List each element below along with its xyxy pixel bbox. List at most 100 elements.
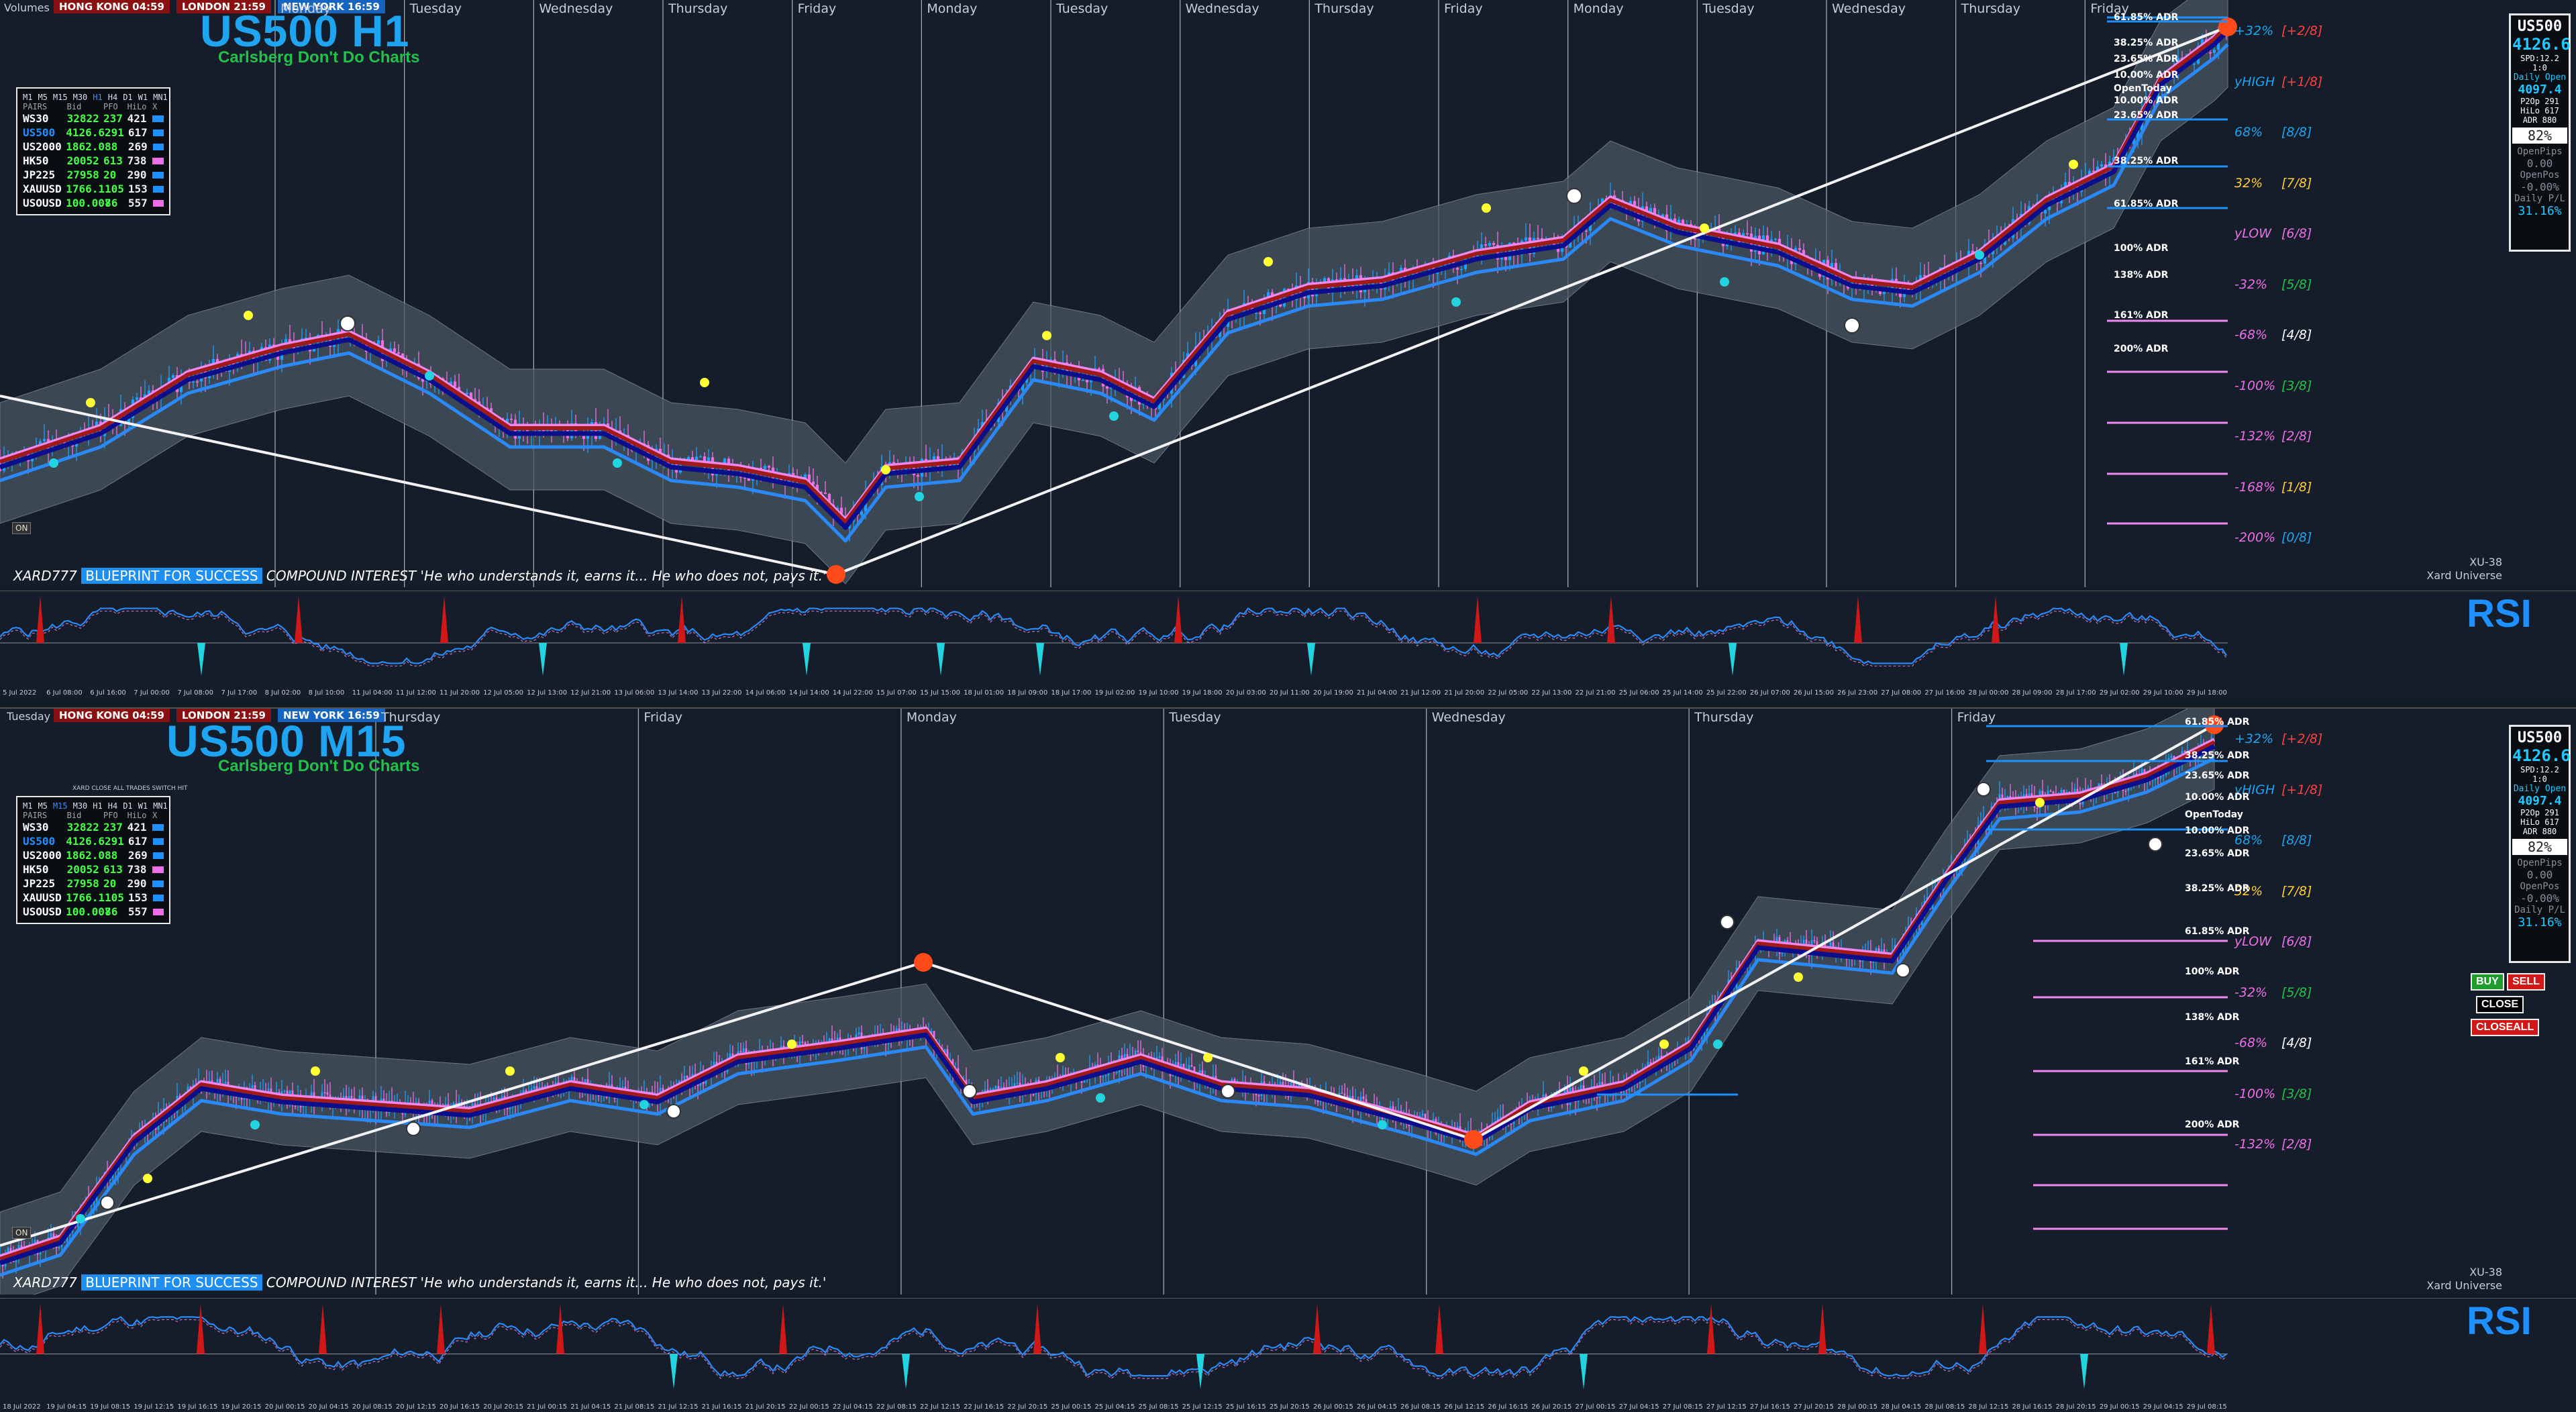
buy-button[interactable]: BUY: [2471, 973, 2504, 991]
pair-row[interactable]: WS30 32822 237 421: [23, 820, 164, 834]
signal-dot: [1042, 331, 1051, 340]
pair-color-swatch[interactable]: [152, 894, 164, 901]
adr-label: 138% ADR: [2185, 1012, 2240, 1023]
pair-color-swatch[interactable]: [152, 880, 164, 887]
candle-body: [819, 492, 823, 494]
pair-row[interactable]: US500 4126.6 291 617: [23, 834, 164, 848]
timeframe-h1[interactable]: H1: [93, 93, 103, 102]
ma-light-blue: [0, 756, 2216, 1277]
candle-body: [175, 375, 179, 393]
level-octave: [7/8]: [2281, 175, 2312, 191]
pair-row[interactable]: US2000 1862.0 88 269: [23, 140, 164, 154]
time-tick: 11 Jul 12:00: [395, 689, 436, 697]
on-badge[interactable]: ON: [12, 522, 32, 534]
timeframe-w1[interactable]: W1: [138, 801, 148, 811]
time-tick: 21 Jul 12:00: [1400, 689, 1441, 697]
pair-row[interactable]: HK50 20052 613 738: [23, 862, 164, 876]
time-tick: 25 Jul 12:15: [1182, 1403, 1223, 1411]
header-x: X: [152, 811, 158, 820]
stats-daily-open-label: Daily Open: [2513, 72, 2567, 83]
timeframe-m5[interactable]: M5: [38, 93, 48, 102]
pair-color-swatch[interactable]: [152, 852, 164, 859]
candle-body: [1435, 272, 1439, 274]
time-tick: 6 Jul 08:00: [46, 689, 83, 697]
m15-chart-panel[interactable]: HONG KONG 04:59 LONDON 21:59 NEW YORK 16…: [0, 707, 2576, 1295]
pair-color-swatch[interactable]: [152, 157, 164, 164]
h1-rsi-panel[interactable]: RSI 5 Jul 2022 6 Jul 08:00 6 Jul 16:00 7 Ju…: [0, 591, 2576, 698]
pair-row[interactable]: XAUUSD 1766.1 105 153: [23, 891, 164, 905]
rsi-line: [0, 607, 2227, 664]
candle-body: [1601, 1082, 1604, 1085]
timeframe-m1[interactable]: M1: [23, 93, 33, 102]
pair-bid: 32822: [66, 821, 99, 834]
time-tick: 21 Jul 00:15: [527, 1403, 568, 1411]
timeframe-h4[interactable]: H4: [107, 93, 118, 102]
pair-color-swatch[interactable]: [152, 823, 164, 831]
pair-row[interactable]: WS30 32822 237 421: [23, 111, 164, 125]
candle-body: [1188, 1065, 1190, 1070]
pair-color-swatch[interactable]: [152, 866, 164, 873]
pair-row[interactable]: JP225 27958 20 290: [23, 876, 164, 891]
candle-body: [932, 456, 936, 461]
pair-color-swatch[interactable]: [152, 199, 164, 207]
timeframe-mn1[interactable]: MN1: [153, 801, 168, 811]
h1-price-plot[interactable]: [0, 0, 2576, 587]
pair-row[interactable]: US2000 1862.0 88 269: [23, 848, 164, 862]
m15-price-plot[interactable]: [0, 709, 2576, 1295]
timeframe-mn1[interactable]: MN1: [153, 93, 168, 102]
timeframe-d1[interactable]: D1: [123, 93, 133, 102]
pair-row[interactable]: JP225 27958 20 290: [23, 168, 164, 182]
candle-body: [2141, 768, 2143, 776]
rsi-spike: [1313, 1303, 1321, 1354]
timeframe-m5[interactable]: M5: [38, 801, 48, 811]
candle-body: [1955, 262, 1959, 273]
candle-body: [1000, 1087, 1002, 1089]
stats-dailypl: 31.16%: [2518, 204, 2562, 218]
pair-row[interactable]: USOUSD 100.007 86 557: [23, 905, 164, 919]
pair-color-swatch[interactable]: [152, 143, 164, 150]
candle-body: [646, 444, 650, 461]
on-badge[interactable]: ON: [12, 1227, 32, 1239]
timeframe-h1[interactable]: H1: [93, 801, 103, 811]
sell-button[interactable]: SELL: [2507, 973, 2545, 991]
pair-color-swatch[interactable]: [152, 185, 164, 193]
timeframe-m30[interactable]: M30: [72, 93, 88, 102]
xu-label: XU-38 Xard Universe: [2426, 1266, 2502, 1293]
signal-dot: [1720, 915, 1735, 929]
h1-rsi-plot[interactable]: [0, 591, 2576, 698]
time-tick: 7 Jul 08:00: [177, 689, 213, 697]
closeall-button[interactable]: CLOSEALL: [2471, 1019, 2540, 1036]
pair-pfo: 105: [104, 891, 124, 904]
time-tick: 21 Jul 04:15: [570, 1403, 611, 1411]
pair-row[interactable]: XAUUSD 1766.1 105 153: [23, 182, 164, 196]
candle-body: [1649, 208, 1653, 213]
close-button[interactable]: CLOSE: [2476, 996, 2524, 1013]
pair-color-swatch[interactable]: [152, 129, 164, 136]
m15-rsi-plot[interactable]: [0, 1299, 2576, 1412]
pair-color-swatch[interactable]: [152, 115, 164, 122]
timeframe-m30[interactable]: M30: [72, 801, 88, 811]
time-tick: 25 Jul 00:15: [1051, 1403, 1092, 1411]
level-percent: -32%: [2234, 276, 2268, 292]
pair-row[interactable]: USOUSD 100.007 86 557: [23, 196, 164, 210]
timeframe-d1[interactable]: D1: [123, 801, 133, 811]
timeframe-h4[interactable]: H4: [107, 801, 118, 811]
level-octave: [3/8]: [2281, 1086, 2312, 1101]
rsi-spike: [1992, 596, 2000, 643]
timeframe-m15[interactable]: M15: [52, 801, 68, 811]
level-octave: [+2/8]: [2281, 732, 2323, 746]
time-tick: 26 Jul 07:00: [1749, 689, 1790, 697]
pair-color-swatch[interactable]: [152, 171, 164, 179]
pair-color-swatch[interactable]: [152, 838, 164, 845]
pair-color-swatch[interactable]: [152, 908, 164, 915]
pair-row[interactable]: US500 4126.6 291 617: [23, 125, 164, 140]
pair-row[interactable]: HK50 20052 613 738: [23, 154, 164, 168]
timeframe-m15[interactable]: M15: [52, 93, 68, 102]
stats-daily-open: 4097.4: [2518, 794, 2562, 808]
h1-chart-panel[interactable]: HONG KONG 04:59 LONDON 21:59 NEW YORK 16…: [0, 0, 2576, 587]
m15-rsi-panel[interactable]: RSI 18 Jul 2022 19 Jul 04:15 19 Jul 08:15 1…: [0, 1298, 2576, 1412]
timeframe-m1[interactable]: M1: [23, 801, 33, 811]
header-bid: Bid: [66, 102, 82, 111]
signal-dot: [881, 465, 890, 474]
timeframe-w1[interactable]: W1: [138, 93, 148, 102]
